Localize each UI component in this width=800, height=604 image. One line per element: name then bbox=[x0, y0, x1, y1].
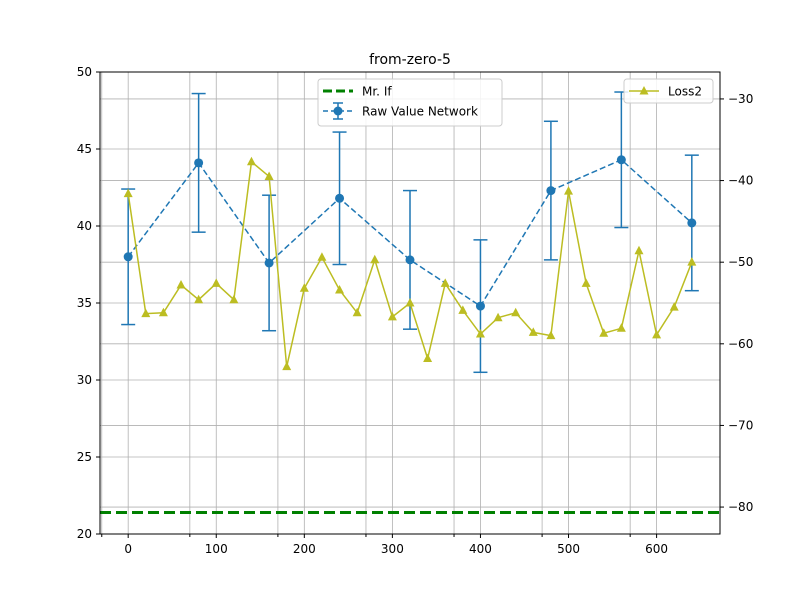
legend-loss2-label: Loss2 bbox=[668, 85, 702, 99]
y-right-tick-label: −80 bbox=[728, 500, 753, 514]
loss2-point bbox=[616, 323, 626, 332]
x-tick-label: 500 bbox=[557, 542, 580, 556]
loss2-point bbox=[564, 186, 574, 195]
y-left-tick-label: 30 bbox=[77, 373, 92, 387]
loss2-point bbox=[528, 327, 538, 336]
loss2-point bbox=[687, 257, 697, 266]
loss2-point bbox=[423, 353, 433, 363]
y-right-tick-label: −70 bbox=[728, 418, 753, 432]
y-left-tick-label: 20 bbox=[77, 527, 92, 541]
x-tick-label: 0 bbox=[124, 542, 132, 556]
loss2-point bbox=[440, 278, 450, 287]
loss2-point bbox=[211, 278, 221, 287]
loss2-point bbox=[634, 245, 644, 255]
y-left-tick-label: 45 bbox=[77, 142, 92, 156]
x-tick-label: 600 bbox=[645, 542, 668, 556]
loss2-point bbox=[246, 156, 256, 166]
loss2-point bbox=[141, 308, 151, 318]
raw-value-network-point bbox=[546, 186, 556, 196]
loss2-point bbox=[475, 329, 485, 338]
series-raw-value-network-line bbox=[127, 158, 693, 308]
y-right-tick-label: −40 bbox=[728, 174, 753, 188]
loss2-point bbox=[299, 283, 309, 292]
loss2-point bbox=[511, 307, 521, 317]
loss2-point bbox=[264, 171, 274, 180]
raw-value-network-point bbox=[264, 258, 274, 268]
loss2-point bbox=[335, 284, 345, 294]
legend-mr-if-label: Mr. If bbox=[362, 85, 392, 99]
axes: 0 100 200 300 400 500 600 20 25 30 35 40 45 50 −30 −40 −… bbox=[77, 65, 754, 556]
legend-left-box bbox=[317, 78, 503, 127]
legend-raw-value-network-swatch bbox=[323, 102, 353, 120]
loss2-point bbox=[493, 312, 503, 322]
y-left-tick-label: 25 bbox=[77, 450, 92, 464]
loss2-point bbox=[194, 294, 204, 304]
y-left-tick-label: 40 bbox=[77, 219, 92, 233]
raw-value-network-point bbox=[687, 218, 697, 228]
loss2-point bbox=[599, 328, 609, 337]
raw-value-network-point bbox=[194, 158, 204, 168]
loss2-point bbox=[669, 302, 679, 311]
loss2-point bbox=[546, 330, 556, 340]
loss2-point bbox=[652, 329, 662, 339]
legend-left: Mr. If Raw Value Network bbox=[317, 78, 503, 127]
legend-right: Loss2 bbox=[623, 78, 714, 104]
loss2-point bbox=[282, 361, 292, 371]
loss2-point bbox=[158, 307, 168, 317]
x-tick-label: 300 bbox=[381, 542, 404, 556]
y-left-tick-label: 50 bbox=[77, 65, 92, 79]
loss2-point bbox=[176, 280, 186, 289]
loss2-point bbox=[123, 188, 133, 198]
y-right-tick-label: −30 bbox=[728, 92, 753, 106]
raw-value-network-point bbox=[335, 193, 345, 203]
loss2-point bbox=[317, 252, 327, 261]
loss2-point bbox=[458, 305, 468, 314]
y-left-tick-label: 35 bbox=[77, 296, 92, 310]
legend-loss2-swatch bbox=[629, 86, 659, 95]
chart-title: from-zero-5 bbox=[369, 52, 451, 68]
y-right-tick-label: −60 bbox=[728, 337, 753, 351]
legend-right-box bbox=[623, 78, 714, 104]
raw-value-network-point bbox=[405, 255, 415, 265]
x-tick-label: 400 bbox=[469, 542, 492, 556]
loss2-point bbox=[387, 311, 397, 321]
x-tick-label: 200 bbox=[293, 542, 316, 556]
plot-data bbox=[100, 91, 720, 514]
loss2-point bbox=[405, 298, 415, 307]
raw-value-network-point bbox=[123, 252, 133, 262]
raw-value-network-point bbox=[475, 301, 485, 311]
loss2-point bbox=[352, 307, 362, 317]
loss2-point bbox=[581, 278, 591, 287]
y-right-tick-label: −50 bbox=[728, 255, 753, 269]
raw-value-network-point bbox=[616, 155, 626, 165]
x-tick-label: 100 bbox=[205, 542, 228, 556]
legend-raw-value-network-label: Raw Value Network bbox=[362, 105, 478, 119]
loss2-point bbox=[370, 254, 380, 264]
loss2-point bbox=[229, 294, 239, 304]
